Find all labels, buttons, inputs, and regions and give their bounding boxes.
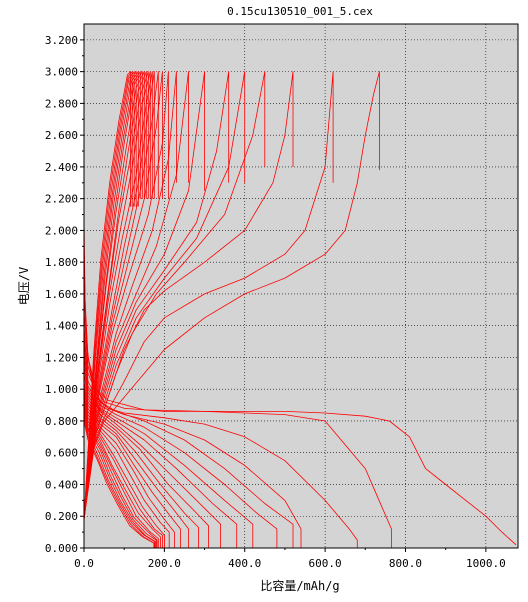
y-tick-label: 3.000	[45, 66, 78, 79]
series-line-charge-44	[83, 71, 137, 520]
plot-frame	[83, 23, 519, 549]
y-axis-label: 电压/V	[17, 267, 31, 305]
series-line-charge-28	[83, 71, 153, 520]
x-tick-label: 400.0	[228, 557, 261, 570]
series-line-charge-50	[83, 71, 132, 520]
series-line-charge-18	[83, 71, 177, 520]
series-line-discharge-43	[83, 411, 156, 548]
series-line-charge-8	[83, 71, 266, 520]
series-layer	[83, 71, 517, 548]
y-tick-label: 0.200	[45, 510, 78, 523]
y-tick-label: 0.600	[45, 447, 78, 460]
series-line-discharge-41	[83, 408, 157, 548]
series-line-discharge-39	[83, 405, 158, 548]
y-tick-label: 1.000	[45, 383, 78, 396]
y-tick-label: 1.200	[45, 351, 78, 364]
series-line-charge-10	[83, 71, 246, 520]
series-line-charge-30	[83, 71, 151, 520]
series-line-charge-22	[83, 71, 163, 520]
series-line-discharge-49	[83, 420, 155, 548]
series-line-charge-24	[83, 71, 159, 520]
y-tick-label: 2.600	[45, 129, 78, 142]
x-tick-label: 800.0	[389, 557, 422, 570]
series-line-charge-40	[83, 71, 141, 520]
series-line-charge-20	[83, 71, 169, 520]
x-tick-label: 0.0	[74, 557, 94, 570]
series-line-charge-26	[83, 71, 155, 520]
series-line-charge-48	[83, 71, 133, 520]
axis-layer: 0.000 0.200 0.400 0.600 0.800 1.000 1.200 1.400…	[45, 34, 506, 570]
series-line-charge-16	[83, 71, 189, 520]
series-line-discharge-37	[83, 401, 159, 548]
y-tick-label: 0.000	[45, 542, 78, 555]
y-tick-label: 1.400	[45, 320, 78, 333]
x-tick-label: 200.0	[148, 557, 181, 570]
series-line-charge-34	[83, 71, 147, 520]
y-tick-label: 2.200	[45, 193, 78, 206]
y-tick-label: 1.600	[45, 288, 78, 301]
x-tick-label: 600.0	[309, 557, 342, 570]
series-line-charge-2	[83, 71, 380, 520]
y-tick-label: 1.800	[45, 256, 78, 269]
x-axis-label: 比容量/mAh/g	[260, 578, 339, 593]
series-line-charge-32	[83, 71, 149, 520]
series-line-charge-46	[83, 71, 135, 520]
y-tick-label: 2.000	[45, 224, 78, 237]
series-line-charge-38	[83, 71, 143, 520]
series-line-discharge-45	[83, 414, 156, 548]
y-tick-label: 0.800	[45, 415, 78, 428]
chart-title: 0.15cu130510_001_5.cex	[227, 5, 373, 18]
y-tick-label: 0.400	[45, 478, 78, 491]
series-line-charge-42	[83, 71, 139, 520]
y-tick-label: 2.400	[45, 161, 78, 174]
y-tick-label: 2.800	[45, 97, 78, 110]
y-tick-label: 3.200	[45, 34, 78, 47]
series-line-charge-12	[83, 71, 230, 520]
x-tick-label: 1000.0	[466, 557, 506, 570]
